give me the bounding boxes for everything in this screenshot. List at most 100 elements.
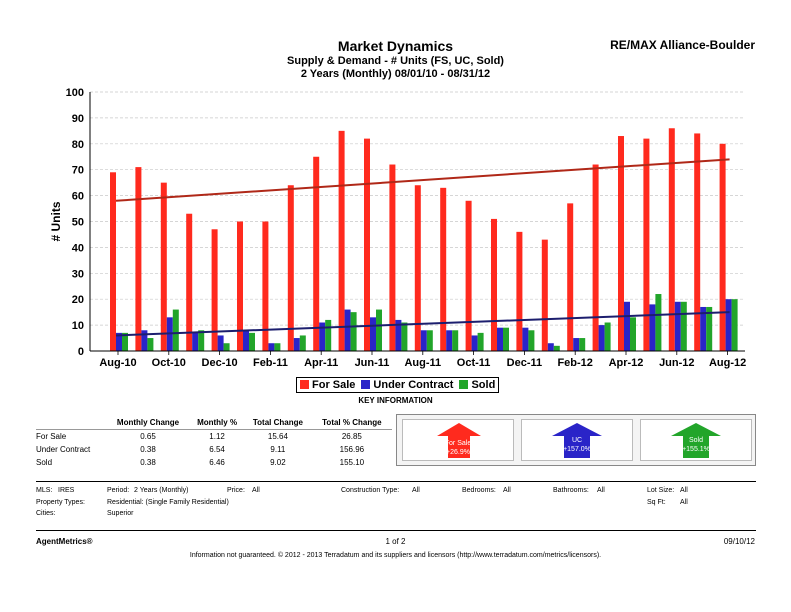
bar-under-contract xyxy=(344,309,351,351)
bedrooms-value: All xyxy=(503,487,511,494)
under-contract-indicator: UC +157.0% xyxy=(521,419,633,461)
bar-for-sale xyxy=(338,130,345,351)
bar-sold xyxy=(122,332,128,351)
bar-under-contract xyxy=(268,343,275,351)
table-header xyxy=(36,414,106,430)
bar-sold xyxy=(376,309,382,351)
indicator-value: +157.0% xyxy=(563,446,591,453)
bar-sold xyxy=(630,317,636,351)
legend-label-sold: Sold xyxy=(471,379,496,391)
table-cell: 6.46 xyxy=(209,458,225,467)
sq-ft-label: Sq Ft: xyxy=(647,499,666,506)
table-cell: 0.38 xyxy=(140,445,156,454)
period-value: 2 Years (Monthly) xyxy=(134,487,189,494)
y-tick-label: 50 xyxy=(72,217,84,229)
mls-label: MLS: xyxy=(36,487,53,494)
key-information-heading: KEY INFORMATION xyxy=(358,396,433,405)
bar-under-contract xyxy=(674,301,681,351)
indicator-value: +26.9% xyxy=(446,449,470,456)
y-tick-label: 30 xyxy=(72,268,84,280)
bar-sold xyxy=(604,322,611,351)
sold-indicator: Sold +155.1% xyxy=(640,419,752,461)
bar-under-contract xyxy=(624,301,630,351)
x-tick-label: Dec-10 xyxy=(202,357,238,369)
legend-item-sold: Sold xyxy=(459,379,495,391)
bar-sold xyxy=(452,330,459,351)
bar-sold xyxy=(426,330,433,351)
bar-under-contract xyxy=(497,327,503,351)
legend-item-for-sale: For Sale xyxy=(300,379,355,391)
chart-period: 2 Years (Monthly) 08/01/10 - 08/31/12 xyxy=(300,68,491,80)
y-tick-label: 70 xyxy=(72,165,84,177)
bar-for-sale xyxy=(491,218,497,351)
indicator-value: +155.1% xyxy=(682,446,710,453)
table-cell: 0.65 xyxy=(140,432,156,441)
table-header: Total Change xyxy=(252,418,303,427)
price-label: Price: xyxy=(227,487,245,494)
bar-sold xyxy=(325,319,332,351)
bar-under-contract xyxy=(319,322,326,351)
y-tick-label: 20 xyxy=(72,294,84,306)
bar-sold xyxy=(680,301,687,351)
bar-under-contract xyxy=(446,330,453,351)
bar-sold xyxy=(299,335,306,351)
up-arrow-icon xyxy=(437,423,481,458)
x-tick-label: Aug-11 xyxy=(404,357,441,369)
bar-under-contract xyxy=(649,304,656,351)
y-tick-label: 80 xyxy=(72,139,84,151)
x-tick-label: Apr-11 xyxy=(304,357,338,369)
table-row: For Sale 0.65 1.12 15.64 26.85 xyxy=(36,430,392,444)
property-types-label: Property Types: xyxy=(36,499,85,506)
bar-for-sale xyxy=(237,221,243,351)
x-tick-label: Feb-12 xyxy=(557,357,592,369)
x-tick-label: Dec-11 xyxy=(507,357,542,369)
bar-under-contract xyxy=(370,317,376,351)
bar-sold xyxy=(477,332,484,351)
property-types-value: Residential: (Single Family Residential) xyxy=(107,499,229,506)
indicator-label: UC xyxy=(571,437,583,444)
table-row: Sold 0.38 6.46 9.02 155.10 xyxy=(36,456,392,469)
y-tick-label: 60 xyxy=(72,191,84,203)
page-number: 1 of 2 xyxy=(385,537,406,546)
bar-for-sale xyxy=(440,187,447,351)
y-tick-label: 10 xyxy=(72,320,84,332)
bar-for-sale xyxy=(567,203,574,351)
bar-under-contract xyxy=(141,330,148,351)
bedrooms-label: Bedrooms: xyxy=(462,487,496,494)
sq-ft-value: All xyxy=(680,499,688,506)
bar-for-sale xyxy=(618,136,624,351)
bathrooms-value: All xyxy=(597,487,605,494)
legend-label-for-sale: For Sale xyxy=(312,379,356,391)
brokerage-name: RE/MAX Alliance-Boulder xyxy=(610,38,755,52)
bar-for-sale xyxy=(592,164,599,351)
bar-sold xyxy=(655,294,662,351)
bar-sold xyxy=(172,309,179,351)
y-tick-label: 90 xyxy=(72,113,84,125)
bar-for-sale xyxy=(186,213,193,351)
bar-for-sale xyxy=(211,229,218,351)
bar-for-sale xyxy=(135,167,142,351)
bar-for-sale xyxy=(694,133,701,351)
table-header: Monthly % xyxy=(197,418,238,427)
bar-for-sale xyxy=(541,239,548,351)
trendline-for-sale xyxy=(115,158,730,202)
bar-under-contract xyxy=(573,338,580,351)
table-cell: 0.38 xyxy=(140,458,156,467)
key-information-table: Monthly Change Monthly % Total Change To… xyxy=(36,414,392,469)
table-cell: 6.54 xyxy=(209,445,225,454)
bar-sold xyxy=(350,312,357,351)
bar-under-contract xyxy=(522,327,529,351)
lot-size-label: Lot Size: xyxy=(647,487,675,494)
bar-under-contract xyxy=(243,330,249,351)
bar-under-contract xyxy=(725,299,732,351)
bar-sold xyxy=(731,299,738,351)
legend-swatch-under-contract xyxy=(361,380,371,389)
report-date: 09/10/12 xyxy=(723,537,755,546)
bar-chart: 0 10 20 30 40 50 60 70 80 90 100 # Units Aug-10 Oct-1… xyxy=(49,87,746,369)
construction-type-label: Construction Type: xyxy=(341,487,400,494)
row-label: Sold xyxy=(36,458,53,467)
bar-for-sale xyxy=(160,182,167,351)
chart-title: Market Dynamics xyxy=(337,38,454,54)
table-cell: 9.02 xyxy=(270,458,286,467)
bar-under-contract xyxy=(293,338,300,351)
